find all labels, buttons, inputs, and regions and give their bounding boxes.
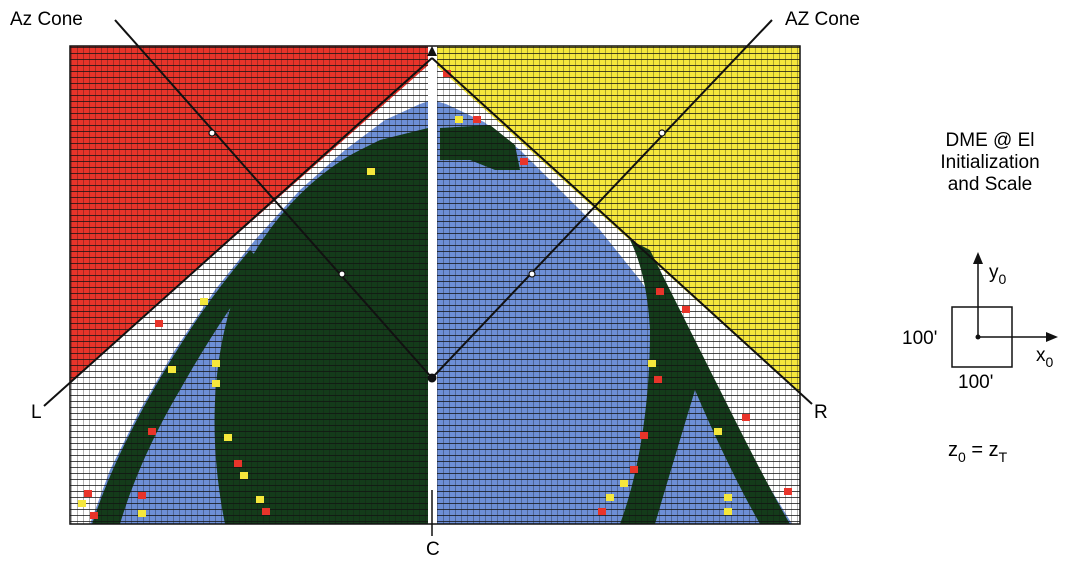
width-scale-label: 100' — [958, 372, 994, 393]
apex-triangle-marker — [427, 46, 437, 56]
red-marker — [742, 414, 750, 421]
red-marker — [155, 320, 163, 327]
marker-squares — [78, 70, 792, 519]
y-axis-sub: 0 — [998, 271, 1007, 287]
red-marker — [262, 508, 270, 515]
red-marker — [90, 512, 98, 519]
y-axis-main: y — [989, 262, 999, 283]
side-title-line-1: DME @ El — [945, 130, 1035, 151]
yellow-marker — [168, 366, 176, 373]
point-c-label: C — [426, 539, 440, 560]
y-axis-arrowhead — [973, 252, 983, 264]
side-panel-title: DME @ El Initialization and Scale — [925, 130, 1055, 196]
yellow-marker — [78, 500, 86, 507]
az-cone-right-line — [431, 19, 773, 379]
red-marker — [656, 288, 664, 295]
yellow-marker — [648, 360, 656, 367]
red-marker — [640, 432, 648, 439]
yellow-marker — [256, 496, 264, 503]
boundary-line-left — [43, 57, 433, 407]
height-scale-label: 100' — [902, 328, 938, 349]
center-point-marker — [427, 373, 437, 383]
yellow-marker — [724, 508, 732, 515]
red-marker — [138, 492, 146, 499]
red-marker — [148, 428, 156, 435]
red-marker — [473, 116, 481, 123]
equation-label: z0 = zT — [948, 440, 1007, 464]
equation-left-sub: 0 — [958, 449, 966, 465]
scale-inset — [951, 252, 1058, 368]
red-marker — [654, 376, 662, 383]
side-title-line-3: and Scale — [947, 174, 1033, 195]
plot-frame — [69, 45, 801, 525]
cone-point-marker — [658, 129, 666, 137]
side-title-line-2: Initialization — [940, 152, 1040, 173]
cone-point-marker — [528, 270, 536, 278]
equation-equals: = — [971, 439, 984, 461]
yellow-marker — [367, 168, 375, 175]
x-axis-arrowhead — [1046, 332, 1058, 342]
cone-point-marker — [208, 129, 216, 137]
red-marker — [84, 490, 92, 497]
x-axis-sub: 0 — [1045, 354, 1054, 370]
boundary-line-right — [431, 57, 813, 405]
yellow-marker — [200, 298, 208, 305]
red-marker — [682, 306, 690, 313]
red-marker — [630, 466, 638, 473]
yellow-marker — [714, 428, 722, 435]
point-r-label: R — [814, 402, 828, 423]
y-axis-label: y0 — [989, 263, 1006, 286]
az-cone-right-label: AZ Cone — [785, 9, 860, 30]
yellow-marker — [212, 360, 220, 367]
equation-left-main: z — [948, 439, 958, 461]
az-cone-left-label: Az Cone — [10, 9, 83, 30]
equation-right-sub: T — [998, 449, 1008, 465]
yellow-marker — [240, 472, 248, 479]
red-marker — [234, 460, 242, 467]
red-marker — [520, 158, 528, 165]
red-marker — [598, 508, 606, 515]
yellow-marker — [620, 480, 628, 487]
yellow-marker — [212, 380, 220, 387]
center-white-stripe — [428, 46, 437, 524]
yellow-marker — [455, 116, 463, 123]
yellow-marker — [224, 434, 232, 441]
yellow-marker — [606, 494, 614, 501]
equation-right-main: z — [988, 439, 999, 461]
x-axis-main: x — [1036, 345, 1046, 366]
cone-point-marker — [338, 270, 346, 278]
yellow-marker — [138, 510, 146, 517]
red-marker — [443, 70, 451, 77]
x-axis-label: x0 — [1036, 346, 1053, 369]
point-l-label: L — [31, 402, 42, 423]
origin-dot — [975, 334, 981, 340]
red-marker — [784, 488, 792, 495]
yellow-marker — [724, 494, 732, 501]
